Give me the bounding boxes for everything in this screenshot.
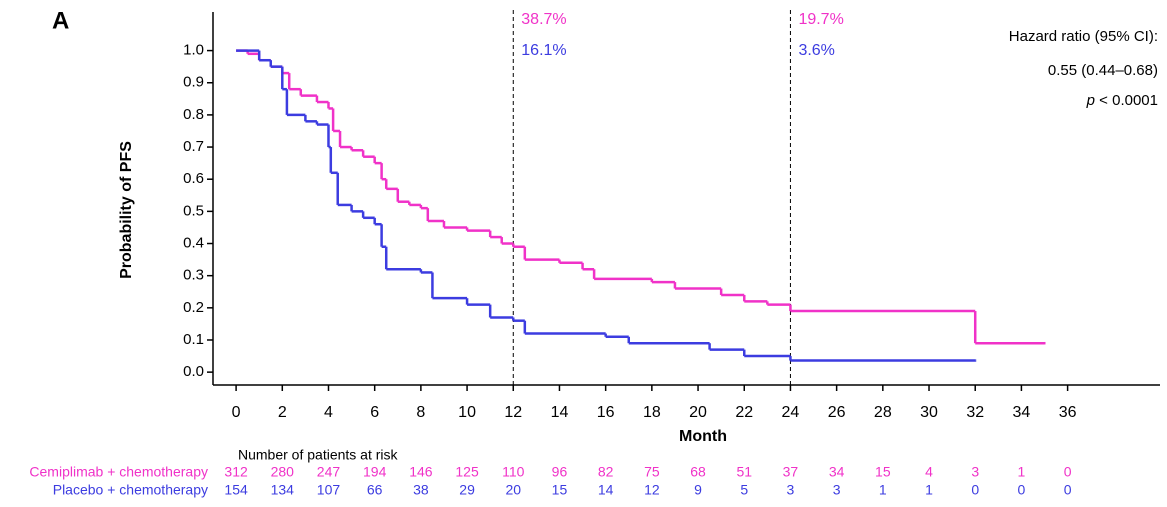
risk-count: 247 (317, 464, 341, 480)
reference-label: 19.7% (798, 11, 843, 28)
risk-count: 29 (459, 482, 475, 498)
risk-count: 5 (740, 482, 748, 498)
x-tick-label: 36 (1059, 404, 1077, 421)
risk-count: 38 (413, 482, 429, 498)
risk-count: 34 (829, 464, 845, 480)
risk-count: 312 (224, 464, 248, 480)
x-tick-label: 22 (735, 404, 753, 421)
risk-count: 12 (644, 482, 660, 498)
risk-count: 14 (598, 482, 614, 498)
risk-row-label: Placebo + chemotherapy (53, 482, 208, 498)
y-tick-label: 0.9 (183, 74, 204, 91)
risk-count: 107 (317, 482, 341, 498)
x-axis-label: Month (679, 428, 727, 445)
risk-count: 75 (644, 464, 660, 480)
x-tick-label: 8 (416, 404, 425, 421)
risk-count: 96 (552, 464, 568, 480)
x-tick-label: 32 (966, 404, 984, 421)
risk-count: 15 (875, 464, 891, 480)
x-tick-label: 26 (828, 404, 846, 421)
risk-count: 194 (363, 464, 387, 480)
risk-count: 51 (736, 464, 752, 480)
risk-count: 20 (505, 482, 521, 498)
x-tick-label: 16 (597, 404, 615, 421)
p-value: p < 0.0001 (1086, 92, 1158, 109)
stats-line: 0.55 (0.44–0.68) (1048, 62, 1158, 79)
risk-count: 68 (690, 464, 706, 480)
risk-row-label: Cemiplimab + chemotherapy (29, 464, 208, 480)
risk-count: 0 (1064, 464, 1072, 480)
risk-count: 37 (783, 464, 799, 480)
risk-count: 0 (1018, 482, 1026, 498)
y-axis-label: Probability of PFS (118, 141, 135, 279)
x-tick-label: 6 (370, 404, 379, 421)
y-tick-label: 0.7 (183, 138, 204, 155)
x-tick-label: 12 (504, 404, 522, 421)
risk-count: 4 (925, 464, 933, 480)
p-symbol: p (1086, 92, 1095, 109)
risk-count: 134 (271, 482, 295, 498)
risk-count: 3 (787, 482, 795, 498)
risk-count: 82 (598, 464, 614, 480)
reference-label: 3.6% (798, 42, 834, 59)
risk-table-title: Number of patients at risk (238, 447, 399, 463)
x-tick-label: 10 (458, 404, 476, 421)
stats-line: Hazard ratio (95% CI): (1009, 28, 1158, 45)
reference-label: 16.1% (521, 42, 566, 59)
x-tick-label: 4 (324, 404, 333, 421)
x-tick-label: 28 (874, 404, 892, 421)
risk-count: 1 (925, 482, 933, 498)
y-tick-label: 1.0 (183, 42, 204, 59)
risk-count: 110 (502, 464, 525, 480)
x-tick-label: 34 (1013, 404, 1031, 421)
x-tick-label: 30 (920, 404, 938, 421)
risk-count: 66 (367, 482, 383, 498)
y-tick-label: 0.0 (183, 363, 204, 380)
risk-count: 0 (1064, 482, 1072, 498)
x-tick-label: 0 (232, 404, 241, 421)
risk-count: 0 (971, 482, 979, 498)
y-tick-label: 0.1 (183, 331, 204, 348)
risk-count: 9 (694, 482, 702, 498)
x-tick-label: 2 (278, 404, 287, 421)
y-tick-label: 0.4 (183, 234, 204, 251)
x-tick-label: 14 (551, 404, 569, 421)
y-tick-label: 0.8 (183, 106, 204, 123)
x-tick-label: 18 (643, 404, 661, 421)
panel-label: A (52, 7, 69, 34)
risk-count: 3 (971, 464, 979, 480)
risk-count: 15 (552, 482, 568, 498)
risk-count: 1 (879, 482, 887, 498)
p-text: < 0.0001 (1095, 92, 1158, 109)
risk-count: 3 (833, 482, 841, 498)
risk-count: 146 (409, 464, 433, 480)
risk-count: 1 (1018, 464, 1026, 480)
x-tick-label: 24 (782, 404, 800, 421)
risk-count: 125 (455, 464, 479, 480)
reference-label: 38.7% (521, 11, 566, 28)
y-tick-label: 0.6 (183, 170, 204, 187)
y-tick-label: 0.3 (183, 267, 204, 284)
y-tick-label: 0.2 (183, 299, 204, 316)
risk-count: 154 (224, 482, 248, 498)
y-tick-label: 0.5 (183, 202, 204, 219)
x-tick-label: 20 (689, 404, 707, 421)
risk-count: 280 (271, 464, 295, 480)
